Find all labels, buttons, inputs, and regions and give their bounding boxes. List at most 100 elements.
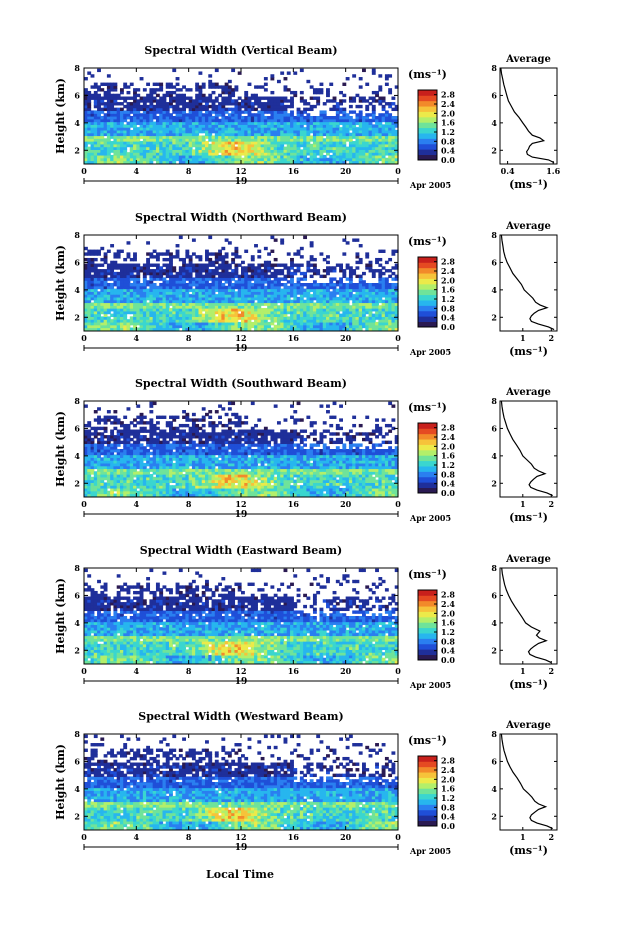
heatmap-cell [319,88,324,92]
heatmap-cell [231,68,236,73]
heatmap-cell [87,149,92,153]
heatmap-cell [165,146,170,150]
colorbar-segment [418,122,437,129]
heatmap-cell [103,127,108,131]
heatmap-cell [136,88,141,92]
heatmap-cell [165,154,170,159]
heatmap-cell [129,110,134,114]
heatmap-cell [342,252,347,256]
heatmap-cell [126,121,131,125]
heatmap-cell [172,266,177,270]
heatmap-cell [84,146,88,150]
heatmap-cell [172,138,177,142]
heatmap-cell [126,157,131,162]
heatmap-cell [103,152,108,156]
heatmap-cell [155,146,160,150]
heatmap-cell [133,93,137,98]
heatmap-cell [123,104,128,109]
heatmap-cell [172,68,177,73]
heatmap-cell [234,85,239,89]
heatmap-cell [142,146,147,150]
heatmap-cell [129,118,134,123]
heatmap-cell [388,88,393,92]
colorbar-segment [418,283,437,290]
heatmap-cell [84,88,88,92]
heatmap-cell [97,85,101,89]
heatmap-cell [113,124,118,128]
heatmap-cell [178,235,183,240]
heatmap-cell [126,104,131,109]
heatmap-cell [136,141,141,145]
heatmap-cell [116,154,121,159]
heatmap-cell [106,143,111,148]
heatmap-cell [113,116,118,120]
heatmap-cell [90,85,95,89]
heatmap-cell [106,88,111,92]
heatmap-cell [90,118,95,123]
heatmap-cell [299,246,304,251]
heatmap-cell [169,160,173,164]
heatmap-cell [149,154,154,159]
day-label: 19 [235,177,248,187]
heatmap-cell [214,68,219,73]
heatmap-cell [355,238,360,242]
heatmap-cell [133,149,137,153]
heatmap-cell [106,249,111,253]
heatmap-cell [185,249,190,253]
heatmap-cell [110,149,115,153]
heatmap-cell [136,160,141,164]
heatmap-cell [87,160,92,164]
heatmap-cell [93,116,98,120]
heatmap-cell [309,241,314,245]
heatmap-cell [142,118,147,123]
heatmap-cell [169,127,173,131]
heatmap-cell [146,121,151,125]
heatmap-cell [155,127,160,131]
heatmap-cell [126,96,131,100]
heatmap-cell [87,146,92,150]
heatmap-cell [224,252,229,256]
heatmap-cell [84,141,88,145]
heatmap-cell [159,121,164,125]
average-y-tick-label: 4 [491,118,497,128]
heatmap-cells [84,401,399,497]
heatmap-cell [133,90,137,95]
heatmap-cell [93,157,98,162]
heatmap-cell [198,255,203,259]
heatmap-cell [358,77,363,81]
heatmap-cell [123,110,128,114]
heatmap-cell [126,90,131,95]
x-tick-label: 0 [395,166,401,176]
heatmap-cell [139,127,144,131]
heatmap-cell [116,143,121,148]
heatmap-cell [110,146,115,150]
colorbar-tick-label: 1.6 [441,285,455,295]
heatmap-cell [365,252,370,256]
heatmap-cell [139,160,144,164]
heatmap-cell [84,160,88,164]
heatmap-cell [84,152,88,156]
heatmap-cell [152,143,157,148]
heatmap-cell [133,135,137,139]
heatmap-cell [133,143,137,148]
heatmap-cell [152,132,157,137]
heatmap-cell [113,132,118,137]
heatmap-cell [162,146,167,150]
heatmap-cell [103,104,108,109]
colorbar-segment [418,95,437,102]
heatmap-cell [84,143,88,148]
heatmap-cell [169,102,173,106]
heatmap-cell [175,157,180,162]
average-y-tick-label: 2 [491,145,497,155]
heatmap-cell [113,85,118,89]
heatmap-cell [113,146,118,150]
heatmap-cell [198,71,203,75]
colorbar-segment [418,289,437,296]
heatmap-cell [162,110,167,114]
heatmap-cell [133,110,137,114]
heatmap-cell [290,257,294,262]
heatmap-cell [116,116,121,120]
heatmap-cell [175,249,180,253]
heatmap-cell [149,104,154,109]
heatmap-cell [149,110,154,114]
